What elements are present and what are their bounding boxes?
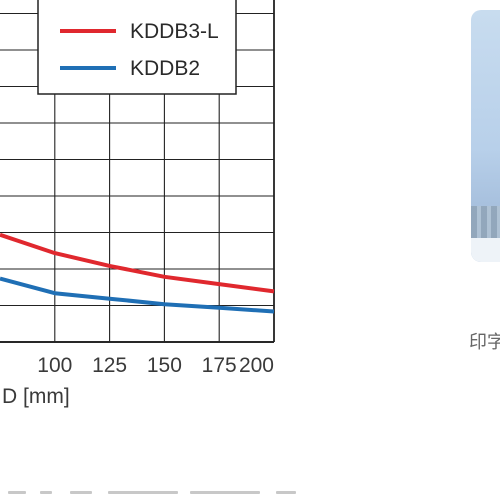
legend-box xyxy=(37,0,237,95)
x-tick-label: 100 xyxy=(37,354,72,377)
x-tick-label: 200 xyxy=(239,354,274,377)
photo-base xyxy=(471,238,500,262)
photo-caption: 印字 xyxy=(469,332,500,353)
series-line-kddb2 xyxy=(0,276,275,314)
cropped-text-line xyxy=(0,488,500,500)
product-photo xyxy=(471,10,500,262)
x-tick-labels: 100 125 150 175 200 xyxy=(37,354,274,377)
x-tick-label: 175 xyxy=(202,354,237,377)
x-tick-label: 125 xyxy=(92,354,127,377)
x-tick-label: 150 xyxy=(147,354,182,377)
series-line-kddb3-l xyxy=(0,232,275,294)
legend-label-kddb3-l: KDDB3-L xyxy=(130,20,219,43)
photo-grille xyxy=(471,206,500,238)
legend-label-kddb2: KDDB2 xyxy=(130,57,200,80)
series-layer xyxy=(0,232,275,314)
legend: KDDB3-L KDDB2 xyxy=(37,0,237,95)
x-axis-label: D [mm] xyxy=(2,385,70,408)
